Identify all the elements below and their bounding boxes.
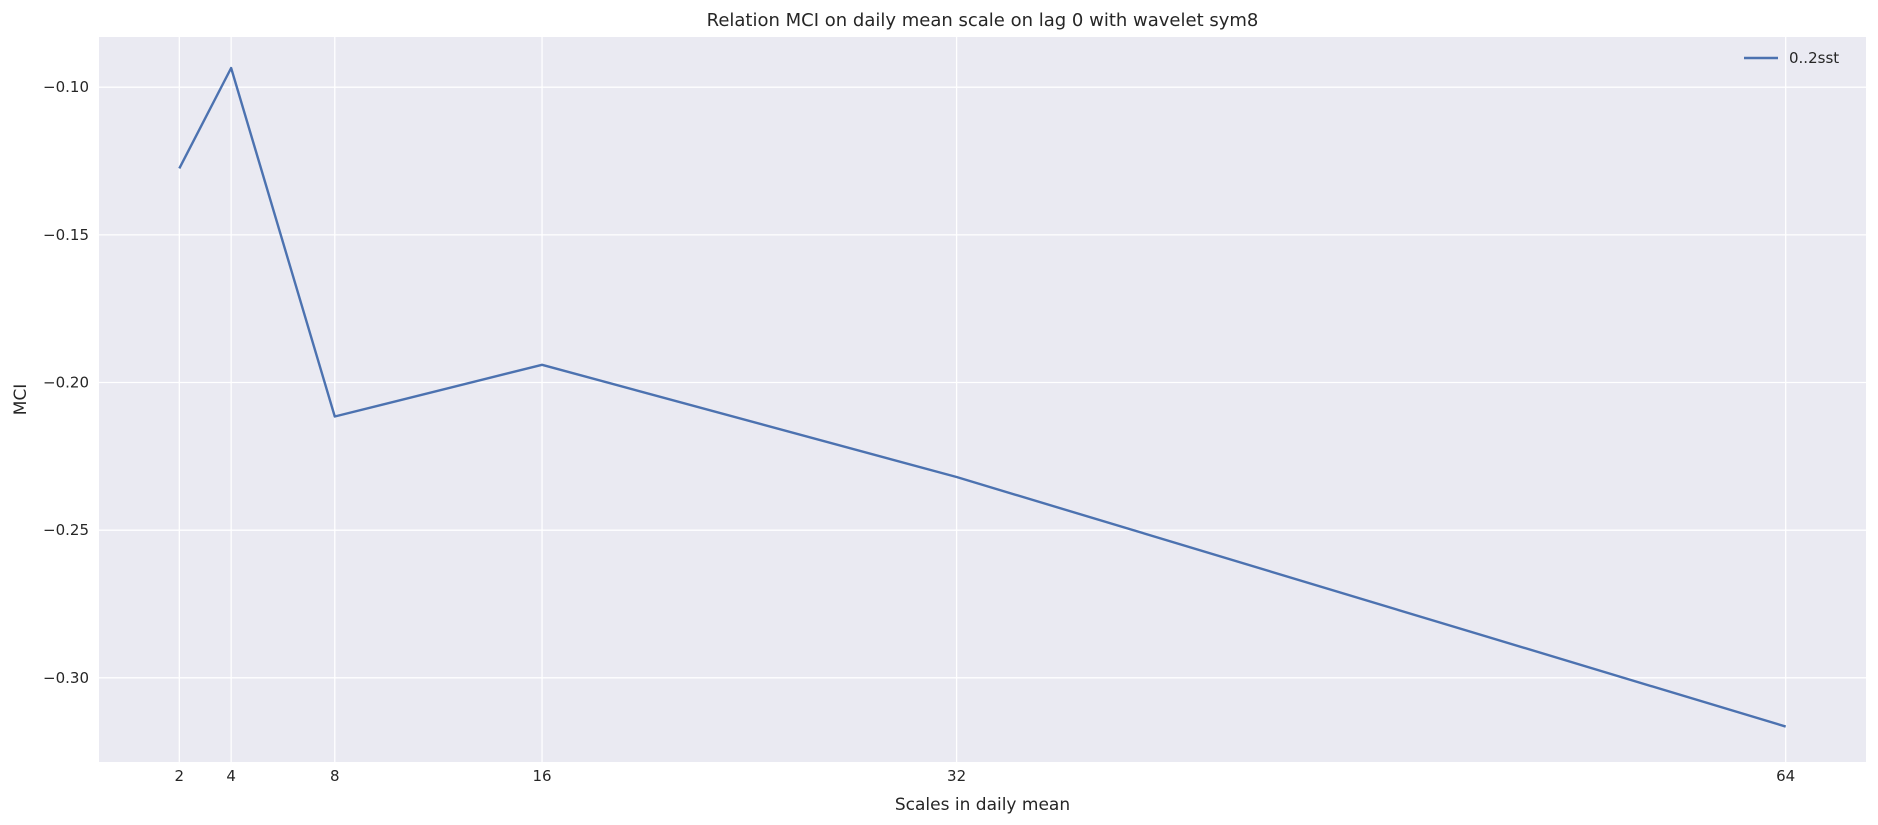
chart-title: Relation MCI on daily mean scale on lag … [707,10,1259,31]
x-tick-label: 2 [175,767,185,785]
y-tick-label: −0.10 [43,78,89,96]
legend: 0..2sst [1744,49,1839,67]
x-axis-label: Scales in daily mean [895,795,1070,815]
x-tick-label: 16 [532,767,551,785]
y-tick-label: −0.20 [43,374,89,392]
x-tick-label: 64 [1776,767,1795,785]
y-axis-label: MCI [11,384,31,416]
y-tick-label: −0.30 [43,669,89,687]
legend-label: 0..2sst [1789,49,1839,67]
series-line [178,66,1787,728]
grid-lines [99,37,1866,762]
y-tick-labels: −0.10 −0.15 −0.20 −0.25 −0.30 [43,78,89,687]
x-tick-labels: 2 4 8 16 32 64 [175,767,1796,785]
y-tick-label: −0.25 [43,521,89,539]
y-tick-label: −0.15 [43,226,89,244]
plot-background [99,37,1866,762]
series-layer [178,66,1787,728]
x-tick-label: 4 [226,767,236,785]
x-tick-label: 32 [947,767,966,785]
x-tick-label: 8 [330,767,340,785]
